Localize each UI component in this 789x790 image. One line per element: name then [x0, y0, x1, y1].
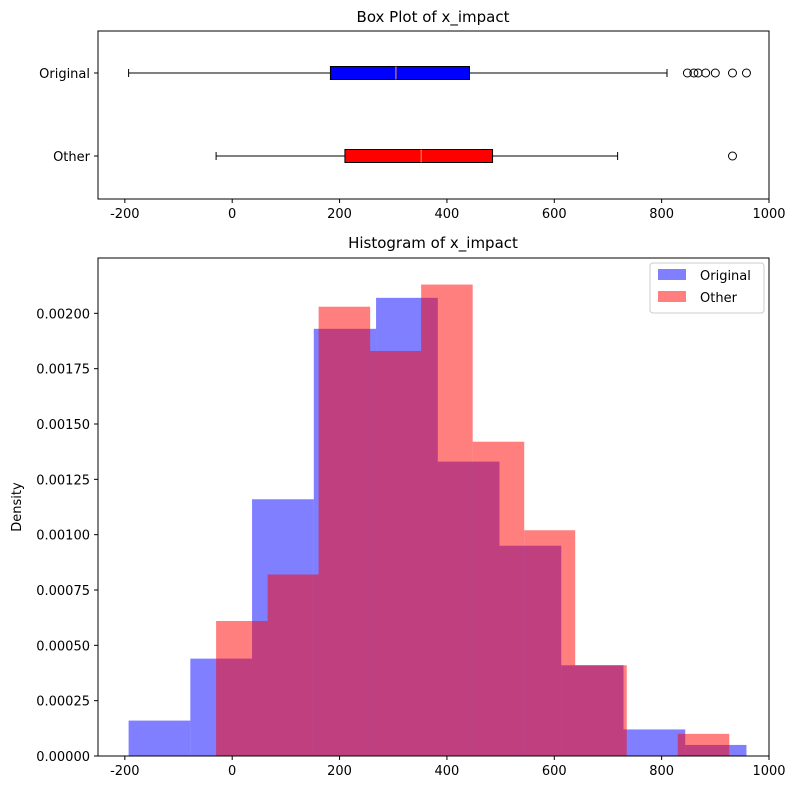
box-x-tick-label: 400 [435, 207, 460, 222]
legend-label-other: Other [700, 291, 738, 306]
legend-swatch-other [658, 291, 686, 302]
box-plot-axes: Box Plot of x_impact -200 0 200 400 600 800 10… [39, 8, 785, 222]
box-original [329, 66, 470, 80]
histogram-bar-original [128, 720, 191, 756]
hist-y-tick-label: 0.00075 [36, 584, 90, 599]
histogram-bar-other [216, 620, 268, 756]
box-x-tick-label: 200 [327, 207, 352, 222]
hist-x-tick-label: 1000 [752, 764, 785, 779]
hist-y-tick-label: 0.00050 [36, 639, 90, 654]
histogram-plot-area: -200 0 200 400 600 800 1000 0.00000 0.00025 0.000… [36, 284, 786, 779]
histogram-frame [97, 257, 770, 757]
histogram-legend: Original Other [649, 262, 765, 314]
histogram-bar-other [421, 284, 473, 756]
outlier-point-original [682, 68, 692, 78]
hist-x-tick-label: 400 [435, 764, 460, 779]
box-x-tick-label: 600 [542, 207, 567, 222]
hist-y-tick-label: 0.00200 [36, 307, 90, 322]
outlier-point-other [727, 151, 737, 161]
histogram-bar-original [623, 729, 686, 756]
hist-x-tick-label: 600 [542, 764, 567, 779]
box-plot-frame [97, 30, 770, 200]
histogram-bar-other [524, 530, 576, 756]
hist-y-tick-label: 0.00125 [36, 473, 90, 488]
histogram-bar-other [318, 306, 371, 756]
hist-x-tick-label: 800 [649, 764, 674, 779]
histogram-axes: Histogram of x_impact -200 0 200 400 600 800 1… [10, 234, 786, 779]
legend-swatch-original [658, 269, 686, 280]
box-x-tick-label: 800 [649, 207, 674, 222]
outlier-point-original [727, 68, 737, 78]
hist-y-tick-label: 0.00100 [36, 529, 90, 544]
histogram-bar-other [370, 350, 422, 756]
histogram-bar-other [267, 574, 319, 756]
box-y-tick-label-original: Original [39, 67, 90, 82]
histogram-bar-other [677, 733, 730, 756]
box-other [344, 149, 494, 163]
histogram-ylabel: Density [10, 482, 25, 532]
outlier-point-original [701, 68, 711, 78]
box-plot-area: -200 0 200 400 600 800 1000 Original Other [39, 66, 786, 222]
hist-x-tick-label: 0 [228, 764, 236, 779]
hist-y-tick-label: 0.00000 [36, 750, 90, 765]
box-x-tick-label: -200 [110, 207, 140, 222]
hist-y-tick-label: 0.00175 [36, 363, 90, 378]
hist-y-tick-label: 0.00150 [36, 418, 90, 433]
histogram-bar-other [575, 665, 627, 756]
outlier-point-original [689, 68, 699, 78]
histogram-bar-other [472, 441, 525, 756]
box-x-tick-label: 1000 [752, 207, 785, 222]
legend-label-original: Original [700, 269, 751, 284]
outlier-point-original [710, 68, 720, 78]
hist-y-tick-label: 0.00025 [36, 695, 90, 710]
box-plot-title: Box Plot of x_impact [357, 8, 510, 27]
outlier-point-original [741, 68, 751, 78]
box-y-tick-label-other: Other [53, 150, 91, 165]
hist-x-tick-label: -200 [110, 764, 140, 779]
hist-x-tick-label: 200 [327, 764, 352, 779]
box-x-tick-label: 0 [228, 207, 236, 222]
histogram-title: Histogram of x_impact [348, 234, 518, 253]
